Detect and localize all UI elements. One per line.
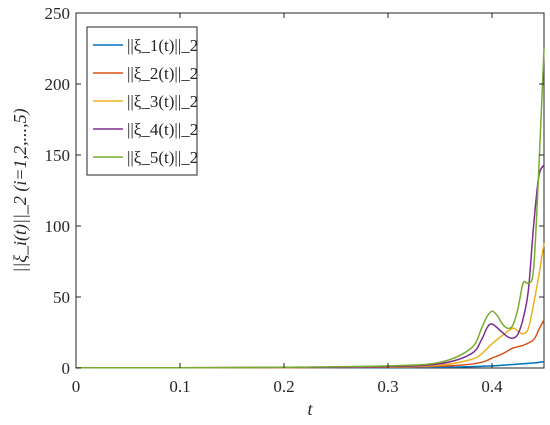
x-tick-label: 0.3 [377, 377, 398, 396]
legend-entry-5: ||ξ_5(t)||_2 [127, 148, 198, 167]
x-tick-label: 0.4 [481, 377, 503, 396]
y-tick-label: 100 [45, 217, 71, 236]
x-tick-label: 0 [72, 377, 81, 396]
legend-entry-2: ||ξ_2(t)||_2 [127, 64, 198, 83]
legend-entry-1: ||ξ_1(t)||_2 [127, 36, 198, 55]
y-tick-label: 50 [53, 288, 70, 307]
legend-entry-3: ||ξ_3(t)||_2 [127, 92, 198, 111]
y-tick-label: 150 [45, 146, 71, 165]
legend: ||ξ_1(t)||_2 ||ξ_2(t)||_2 ||ξ_3(t)||_2 ||ξ_… [86, 26, 198, 176]
x-tick-label: 0.2 [273, 377, 294, 396]
legend-entry-4: ||ξ_4(t)||_2 [127, 120, 198, 139]
x-axis-label: t [307, 399, 313, 419]
y-tick-label: 200 [45, 75, 71, 94]
ticks-layer: 0 0.1 0.2 0.3 0.4 0 50 100 150 200 250 [45, 4, 544, 396]
series-line-5 [75, 48, 545, 369]
y-tick-label: 250 [45, 4, 71, 23]
x-tick-label: 0.1 [169, 377, 190, 396]
y-axis-label: ||ξ_i(t)||_2 (i=1,2,...,5) [10, 108, 31, 272]
y-tick-label: 0 [62, 359, 71, 378]
